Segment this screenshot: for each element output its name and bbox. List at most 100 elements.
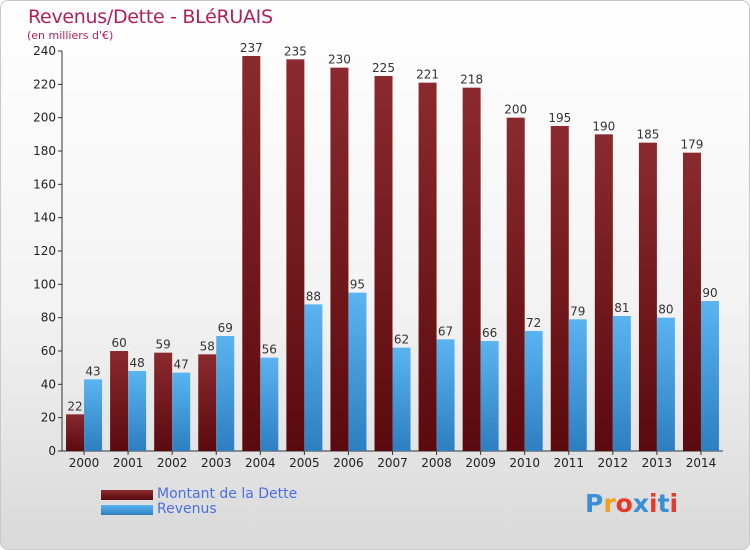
data-label: 221 <box>416 68 439 82</box>
x-tick-label: 2000 <box>69 456 100 470</box>
x-tick-label: 2004 <box>245 456 276 470</box>
y-tick-label: 120 <box>33 244 56 258</box>
bar-revenus <box>260 357 279 451</box>
y-tick-label: 80 <box>41 311 56 325</box>
data-label: 185 <box>636 128 659 142</box>
bar-revenus <box>172 372 191 451</box>
logo-letter: P <box>585 489 604 518</box>
data-label: 59 <box>156 338 171 352</box>
y-tick-label: 220 <box>33 77 56 91</box>
legend-label-dette: Montant de la Dette <box>157 486 298 502</box>
x-tick-label: 2005 <box>289 456 320 470</box>
data-label: 88 <box>306 289 321 303</box>
y-tick-label: 200 <box>33 111 56 125</box>
bar-revenus <box>568 319 587 451</box>
y-tick-label: 100 <box>33 277 56 291</box>
x-tick-label: 2010 <box>509 456 540 470</box>
x-tick-label: 2007 <box>377 456 408 470</box>
data-label: 81 <box>614 301 629 315</box>
data-label: 90 <box>702 286 717 300</box>
bar-dette <box>462 87 481 452</box>
y-tick-label: 180 <box>33 144 56 158</box>
bar-dette <box>66 414 85 451</box>
bar-dette <box>594 134 613 452</box>
data-label: 69 <box>218 321 233 335</box>
bar-dette <box>418 82 437 452</box>
data-label: 237 <box>240 41 263 55</box>
bar-revenus <box>480 341 499 451</box>
bar-revenus <box>392 347 411 451</box>
bar-revenus <box>436 339 455 451</box>
data-label: 60 <box>111 336 126 350</box>
logo-letter: x <box>632 489 649 518</box>
legend-swatch-dette <box>101 490 153 500</box>
proxiti-logo: Proxiti <box>585 489 678 518</box>
bar-dette <box>154 352 173 451</box>
data-label: 95 <box>350 278 365 292</box>
data-label: 225 <box>372 61 395 75</box>
x-tick-label: 2012 <box>598 456 629 470</box>
y-tick-label: 160 <box>33 177 56 191</box>
logo-letter: r <box>603 489 616 518</box>
data-label: 62 <box>394 333 409 347</box>
bar-revenus <box>128 371 147 451</box>
bar-revenus <box>84 379 103 451</box>
y-tick-label: 60 <box>41 344 56 358</box>
logo-letter: i <box>649 489 658 518</box>
x-tick-label: 2013 <box>642 456 673 470</box>
bar-dette <box>330 67 349 452</box>
x-tick-label: 2014 <box>686 456 717 470</box>
bars <box>66 56 719 452</box>
y-tick-label: 240 <box>33 44 56 58</box>
x-tick-label: 2011 <box>553 456 584 470</box>
bar-revenus <box>612 316 631 451</box>
data-label: 195 <box>548 111 571 125</box>
data-label: 43 <box>85 364 100 378</box>
data-label: 67 <box>438 324 453 338</box>
x-tick-label: 2008 <box>421 456 452 470</box>
logo-letter: o <box>615 489 633 518</box>
bar-dette <box>638 142 657 451</box>
bar-dette <box>286 59 305 451</box>
data-label: 48 <box>129 356 144 370</box>
x-tick-label: 2006 <box>333 456 364 470</box>
data-label: 179 <box>681 138 704 152</box>
data-label: 66 <box>482 326 497 340</box>
legend-swatch-revenus <box>101 505 153 515</box>
y-tick-label: 20 <box>41 411 56 425</box>
y-tick-label: 40 <box>41 377 56 391</box>
x-tick-label: 2009 <box>465 456 496 470</box>
bar-dette <box>506 117 525 452</box>
data-label: 190 <box>592 119 615 133</box>
bar-revenus <box>348 292 367 451</box>
chart-subtitle: (en milliers d'€) <box>27 29 114 42</box>
x-tick-label: 2003 <box>201 456 232 470</box>
bar-dette <box>550 126 569 451</box>
chart-title: Revenus/Dette - BLéRUAIS <box>28 6 273 28</box>
data-labels: 22 60 59 58 237 235 230 225 221 218 200 195 190 185 17… <box>67 41 717 413</box>
data-label: 22 <box>67 399 82 413</box>
y-tick-label: 0 <box>48 444 56 458</box>
bar-dette <box>682 152 701 451</box>
bar-dette <box>374 76 393 451</box>
data-label: 56 <box>262 343 277 357</box>
data-label: 58 <box>200 339 215 353</box>
bar-revenus <box>656 317 675 451</box>
data-label: 235 <box>284 44 307 58</box>
bar-dette <box>242 56 261 451</box>
legend-label-revenus: Revenus <box>157 501 217 517</box>
bar-revenus <box>700 301 719 451</box>
bar-revenus <box>304 304 323 451</box>
x-tick-label: 2002 <box>157 456 188 470</box>
data-label: 230 <box>328 53 351 67</box>
bar-revenus <box>216 336 235 451</box>
bar-dette <box>110 351 129 451</box>
bar-dette <box>198 354 217 451</box>
data-label: 47 <box>174 358 189 372</box>
y-tick-label: 140 <box>33 211 56 225</box>
data-label: 80 <box>658 303 673 317</box>
bar-revenus <box>524 331 543 451</box>
data-label: 79 <box>570 304 585 318</box>
